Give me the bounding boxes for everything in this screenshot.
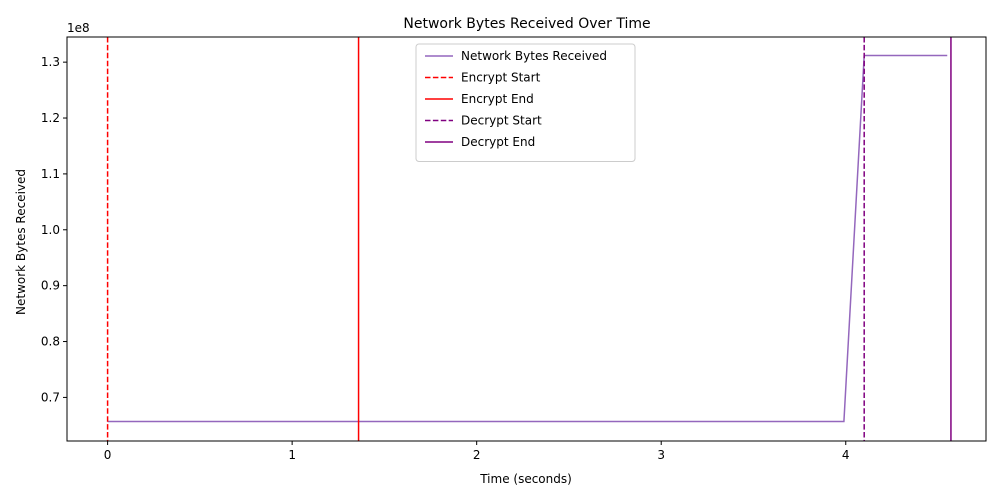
legend-label: Decrypt End: [461, 135, 535, 149]
legend-item-decrypt-end: Decrypt End: [425, 135, 535, 149]
y-tick-label: 1.3: [41, 55, 60, 69]
y-tick-label: 1.0: [41, 223, 60, 237]
legend: Network Bytes Received Encrypt Start Encry…: [415, 43, 636, 162]
plot-area: [106, 37, 952, 441]
legend-item-encrypt-start: Encrypt Start: [425, 71, 541, 85]
y-tick-label: 1.1: [41, 167, 60, 181]
chart-title: Network Bytes Received Over Time: [403, 16, 650, 32]
y-axis-label: Network Bytes Received: [14, 169, 28, 315]
x-tick-label: 3: [657, 448, 665, 462]
y-axis-offset-text: 1e8: [67, 21, 90, 35]
y-tick-label: 1.2: [41, 111, 60, 125]
legend-label: Encrypt End: [461, 92, 534, 106]
legend-label: Network Bytes Received: [461, 49, 607, 63]
y-tick-label: 0.8: [41, 335, 60, 349]
series-line-network-bytes-received: [107, 54, 948, 423]
legend-item-decrypt-start: Decrypt Start: [425, 114, 542, 128]
y-tick-label: 0.9: [41, 279, 60, 293]
x-tick-label: 2: [473, 448, 481, 462]
x-tick-label: 0: [104, 448, 112, 462]
legend-item-encrypt-end: Encrypt End: [425, 92, 534, 106]
y-tick-label: 0.7: [41, 390, 60, 404]
x-axis-ticks: 0 1 2 3 4: [104, 441, 850, 462]
plot-frame: [66, 36, 987, 442]
legend-item-network-bytes-received: Network Bytes Received: [425, 49, 607, 63]
y-axis-ticks: 0.7 0.8 0.9 1.0 1.1 1.2 1.3: [41, 55, 67, 404]
x-tick-label: 1: [288, 448, 296, 462]
x-tick-label: 4: [842, 448, 850, 462]
x-axis-label: Time (seconds): [479, 472, 572, 486]
legend-label: Encrypt Start: [461, 71, 541, 85]
legend-label: Decrypt Start: [461, 114, 542, 128]
legend-box: [415, 43, 636, 162]
